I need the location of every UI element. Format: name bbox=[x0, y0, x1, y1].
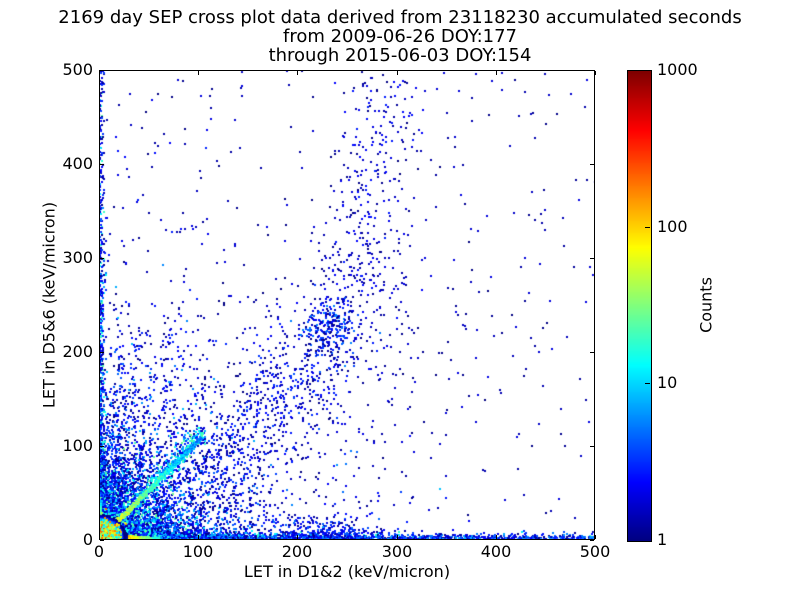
y-tick-label: 100 bbox=[62, 436, 93, 455]
y-tick-right bbox=[590, 446, 594, 447]
x-tick-label: 400 bbox=[480, 542, 512, 561]
x-tick-label: 200 bbox=[281, 542, 313, 561]
y-tick-label: 200 bbox=[62, 342, 93, 361]
y-tick-label: 500 bbox=[62, 60, 93, 79]
colorbar-border bbox=[627, 70, 652, 542]
y-tick-right bbox=[590, 352, 594, 353]
colorbar-tick bbox=[645, 227, 650, 228]
colorbar-title: Counts bbox=[696, 277, 716, 333]
x-tick-top bbox=[99, 71, 100, 75]
y-tick bbox=[100, 258, 104, 259]
x-tick-label: 300 bbox=[381, 542, 413, 561]
y-tick-label: 400 bbox=[62, 154, 93, 173]
x-tick bbox=[397, 535, 398, 539]
x-tick bbox=[297, 535, 298, 539]
x-tick-top bbox=[397, 71, 398, 75]
colorbar-tick-label: 10 bbox=[657, 373, 678, 392]
x-tick bbox=[496, 535, 497, 539]
y-tick-right bbox=[590, 540, 594, 541]
scatter-heatmap-canvas bbox=[99, 70, 595, 540]
colorbar-tick-label: 1 bbox=[657, 530, 668, 549]
y-tick bbox=[100, 540, 104, 541]
colorbar-tick-label: 100 bbox=[657, 217, 688, 236]
x-tick-top bbox=[496, 71, 497, 75]
x-tick-label: 500 bbox=[579, 542, 611, 561]
y-tick-right bbox=[590, 258, 594, 259]
y-axis-label: LET in D5&6 (keV/micron) bbox=[39, 201, 59, 409]
x-tick-top bbox=[595, 71, 596, 75]
colorbar-tick bbox=[645, 383, 650, 384]
x-tick bbox=[595, 535, 596, 539]
colorbar-tick-label: 1000 bbox=[657, 60, 698, 79]
y-tick bbox=[100, 164, 104, 165]
y-tick-right bbox=[590, 164, 594, 165]
x-axis-label: LET in D1&2 (keV/micron) bbox=[243, 562, 451, 581]
figure-title: 2169 day SEP cross plot data derived fro… bbox=[0, 8, 800, 65]
y-tick-label: 300 bbox=[62, 248, 93, 267]
x-tick-top bbox=[198, 71, 199, 75]
x-tick bbox=[198, 535, 199, 539]
x-tick-label: 0 bbox=[93, 542, 105, 561]
title-line-3: through 2015-06-03 DOY:154 bbox=[268, 45, 532, 66]
title-line-1: 2169 day SEP cross plot data derived fro… bbox=[58, 7, 742, 28]
x-tick bbox=[99, 535, 100, 539]
x-tick-label: 100 bbox=[182, 542, 214, 561]
y-tick bbox=[100, 352, 104, 353]
colorbar-gradient-canvas bbox=[628, 71, 651, 541]
title-line-2: from 2009-06-26 DOY:177 bbox=[282, 26, 517, 47]
y-tick-label: 0 bbox=[82, 530, 93, 549]
x-tick-top bbox=[297, 71, 298, 75]
y-tick bbox=[100, 70, 104, 71]
y-tick bbox=[100, 446, 104, 447]
y-tick-right bbox=[590, 70, 594, 71]
